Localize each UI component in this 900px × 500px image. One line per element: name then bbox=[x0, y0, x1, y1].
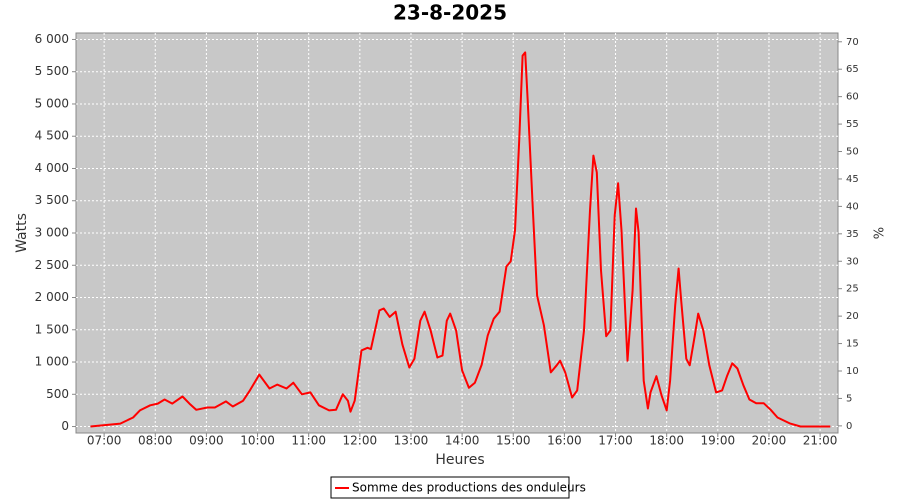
y2-axis-label: % bbox=[873, 227, 888, 239]
y2-tick-label: 30 bbox=[846, 256, 859, 267]
x-tick-label: 14:00 bbox=[445, 434, 480, 448]
y2-tick-label: 5 bbox=[846, 393, 852, 404]
y-tick-label: 0 bbox=[61, 419, 69, 433]
y2-tick-label: 25 bbox=[846, 284, 859, 295]
y-tick-label: 3 000 bbox=[35, 226, 69, 240]
y-tick-label: 2 500 bbox=[35, 258, 69, 272]
y2-tick-label: 35 bbox=[846, 229, 859, 240]
y2-tick-label: 40 bbox=[846, 201, 859, 212]
y2-tick-label: 0 bbox=[846, 421, 852, 432]
x-tick-label: 13:00 bbox=[394, 434, 429, 448]
x-tick-label: 21:00 bbox=[803, 434, 838, 448]
x-tick-label: 20:00 bbox=[752, 434, 787, 448]
x-tick-label: 07:00 bbox=[87, 434, 122, 448]
x-tick-label: 09:00 bbox=[189, 434, 224, 448]
x-tick-label: 15:00 bbox=[496, 434, 531, 448]
y2-tick-label: 70 bbox=[846, 37, 859, 48]
x-tick-label: 16:00 bbox=[547, 434, 582, 448]
series-line bbox=[90, 51, 831, 428]
y-tick-label: 4 500 bbox=[35, 129, 69, 143]
x-tick-label: 12:00 bbox=[343, 434, 378, 448]
x-tick-label: 11:00 bbox=[291, 434, 326, 448]
legend-label: Somme des productions des onduleurs bbox=[352, 481, 586, 495]
x-tick-label: 10:00 bbox=[240, 434, 275, 448]
x-tick-label: 08:00 bbox=[138, 434, 173, 448]
y-axis-label: Watts bbox=[14, 213, 30, 253]
y2-tick-label: 20 bbox=[846, 311, 859, 322]
y-tick-label: 1 500 bbox=[35, 322, 69, 336]
x-axis-label: Heures bbox=[435, 452, 484, 468]
y-tick-label: 1 000 bbox=[35, 355, 69, 369]
y2-tick-label: 50 bbox=[846, 147, 859, 158]
y2-tick-label: 10 bbox=[846, 366, 859, 377]
y-tick-label: 500 bbox=[46, 387, 69, 401]
y-tick-label: 6 000 bbox=[35, 32, 69, 46]
y2-tick-label: 65 bbox=[846, 64, 859, 75]
legend: Somme des productions des onduleurs bbox=[330, 476, 586, 499]
chart-title: 23-8-2025 bbox=[393, 1, 507, 25]
legend-box bbox=[330, 476, 570, 499]
x-tick-label: 17:00 bbox=[598, 434, 633, 448]
y-tick-label: 5 500 bbox=[35, 64, 69, 78]
x-tick-label: 18:00 bbox=[649, 434, 684, 448]
y-tick-label: 4 000 bbox=[35, 161, 69, 175]
y2-tick-label: 45 bbox=[846, 174, 859, 185]
x-tick-label: 19:00 bbox=[701, 434, 736, 448]
y2-tick-label: 60 bbox=[846, 92, 859, 103]
y2-tick-label: 15 bbox=[846, 339, 859, 350]
y2-tick-label: 55 bbox=[846, 119, 859, 130]
y-tick-label: 3 500 bbox=[35, 193, 69, 207]
y-tick-label: 5 000 bbox=[35, 96, 69, 110]
y-tick-label: 2 000 bbox=[35, 290, 69, 304]
